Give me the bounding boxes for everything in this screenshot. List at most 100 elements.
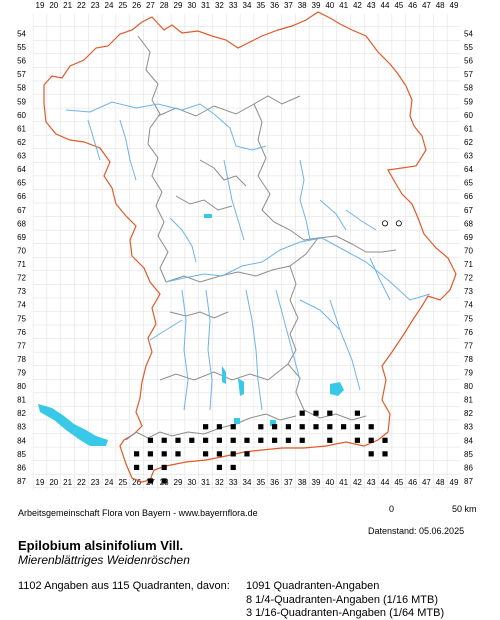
occurrence-square [216, 451, 222, 457]
y-tick-right-70: 70 [464, 246, 473, 255]
species-common-name: Mierenblättriges Weidenröschen [18, 553, 190, 567]
occurrence-square [313, 424, 319, 430]
y-tick-right-60: 60 [464, 111, 473, 120]
occurrence-square [368, 451, 374, 457]
y-tick-left-68: 68 [17, 219, 26, 228]
x-tick-top-21: 21 [63, 1, 72, 10]
x-tick-top-31: 31 [201, 1, 210, 10]
y-tick-right-84: 84 [464, 436, 473, 445]
y-tick-left-62: 62 [17, 138, 26, 147]
occurrence-square [203, 437, 209, 443]
occurrence-square [381, 220, 388, 227]
species-scientific-name: Epilobium alsinifolium Vill. [18, 538, 184, 553]
x-tick-bottom-41: 41 [339, 478, 348, 487]
y-tick-left-55: 55 [17, 43, 26, 52]
x-tick-bottom-36: 36 [270, 478, 279, 487]
x-tick-bottom-29: 29 [174, 478, 183, 487]
x-tick-top-22: 22 [77, 1, 86, 10]
occurrence-square [161, 478, 167, 484]
occurrence-square [354, 437, 360, 443]
y-tick-left-71: 71 [17, 260, 26, 269]
occurrence-square [272, 437, 278, 443]
x-tick-top-32: 32 [215, 1, 224, 10]
x-tick-top-25: 25 [118, 1, 127, 10]
occurrence-square [382, 437, 388, 443]
y-tick-left-61: 61 [17, 124, 26, 133]
y-tick-left-58: 58 [17, 84, 26, 93]
occurrence-square [244, 451, 250, 457]
occurrence-square [341, 424, 347, 430]
occurrence-square [134, 451, 140, 457]
x-tick-bottom-30: 30 [187, 478, 196, 487]
y-tick-right-77: 77 [464, 341, 473, 350]
y-tick-right-76: 76 [464, 328, 473, 337]
occurrence-square [327, 410, 333, 416]
x-tick-top-43: 43 [367, 1, 376, 10]
y-tick-left-78: 78 [17, 355, 26, 364]
occurrence-square [354, 410, 360, 416]
x-tick-bottom-37: 37 [284, 478, 293, 487]
x-tick-bottom-45: 45 [394, 478, 403, 487]
lake-starnberg [238, 378, 244, 396]
y-tick-right-57: 57 [464, 70, 473, 79]
x-tick-top-35: 35 [256, 1, 265, 10]
y-tick-right-56: 56 [464, 57, 473, 66]
x-tick-bottom-38: 38 [298, 478, 307, 487]
y-tick-left-60: 60 [17, 111, 26, 120]
y-tick-left-83: 83 [17, 423, 26, 432]
y-tick-left-81: 81 [17, 396, 26, 405]
x-tick-top-19: 19 [36, 1, 45, 10]
occurrence-square [161, 451, 167, 457]
x-tick-bottom-23: 23 [91, 478, 100, 487]
y-tick-right-80: 80 [464, 382, 473, 391]
occurrence-square [147, 437, 153, 443]
distribution-map: 1919202021212222232324242525262627272828… [17, 1, 473, 490]
x-tick-top-46: 46 [408, 1, 417, 10]
y-tick-right-69: 69 [464, 233, 473, 242]
y-tick-left-79: 79 [17, 369, 26, 378]
y-tick-left-77: 77 [17, 341, 26, 350]
x-tick-top-42: 42 [353, 1, 362, 10]
y-tick-right-62: 62 [464, 138, 473, 147]
stats-line-quadrant: 1091 Quadranten-Angaben [246, 580, 380, 592]
y-tick-left-72: 72 [17, 274, 26, 283]
y-tick-left-75: 75 [17, 314, 26, 323]
occurrence-square [354, 424, 360, 430]
occurrence-square [258, 424, 264, 430]
y-tick-right-87: 87 [464, 477, 473, 486]
y-tick-right-67: 67 [464, 206, 473, 215]
x-tick-bottom-40: 40 [325, 478, 334, 487]
occurrence-square [285, 437, 291, 443]
occurrence-square [147, 451, 153, 457]
occurrence-square [368, 424, 374, 430]
y-tick-right-54: 54 [464, 30, 473, 39]
scale-start-label: 0 [389, 504, 395, 514]
y-tick-left-69: 69 [17, 233, 26, 242]
y-tick-right-71: 71 [464, 260, 473, 269]
x-tick-bottom-43: 43 [367, 478, 376, 487]
y-tick-right-79: 79 [464, 369, 473, 378]
lake-brombachsee [204, 214, 212, 218]
y-tick-left-63: 63 [17, 152, 26, 161]
occurrence-square [216, 437, 222, 443]
y-tick-right-61: 61 [464, 124, 473, 133]
occurrence-square [147, 478, 153, 484]
lake-chiemsee [330, 382, 344, 396]
x-tick-top-28: 28 [160, 1, 169, 10]
x-tick-bottom-31: 31 [201, 478, 210, 487]
x-tick-bottom-21: 21 [63, 478, 72, 487]
x-tick-top-20: 20 [49, 1, 58, 10]
x-tick-top-26: 26 [132, 1, 141, 10]
y-tick-right-73: 73 [464, 287, 473, 296]
y-tick-left-70: 70 [17, 246, 26, 255]
occurrence-square [175, 437, 181, 443]
y-tick-right-68: 68 [464, 219, 473, 228]
occurrence-square [216, 424, 222, 430]
y-tick-left-86: 86 [17, 463, 26, 472]
x-tick-top-23: 23 [91, 1, 100, 10]
y-tick-left-54: 54 [17, 30, 26, 39]
occurrence-square [285, 424, 291, 430]
lake-constance [38, 404, 108, 446]
y-tick-left-73: 73 [17, 287, 26, 296]
occurrence-square [230, 424, 236, 430]
